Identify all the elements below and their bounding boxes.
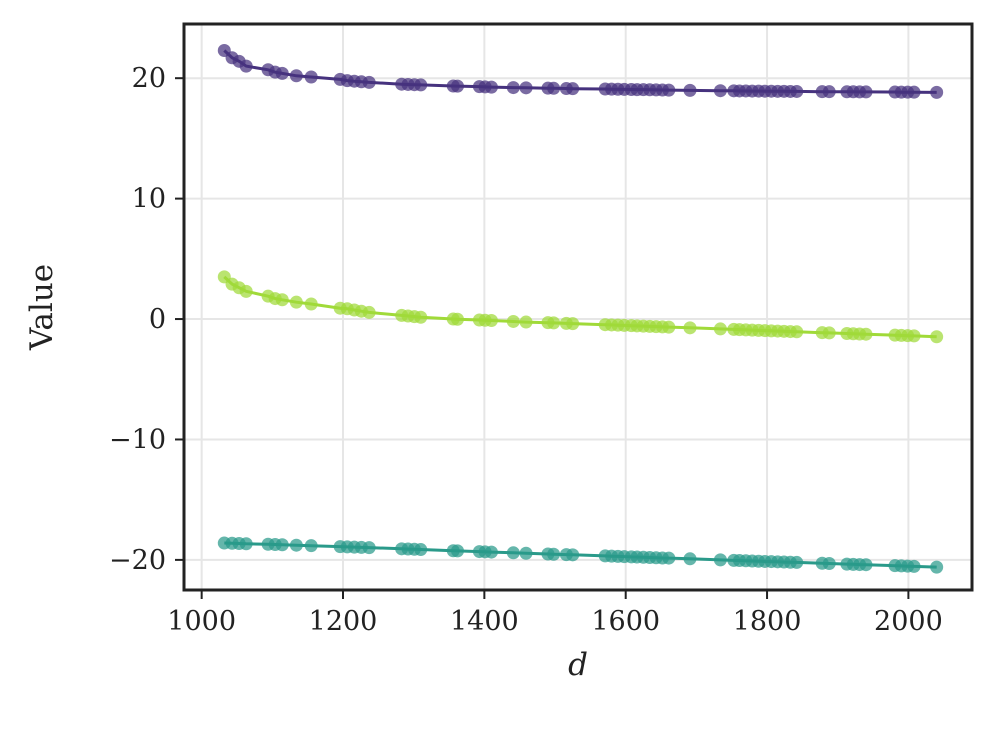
- series-3-point: [713, 553, 727, 567]
- x-tick-label: 1800: [733, 606, 802, 637]
- series-1-point: [566, 82, 580, 96]
- series-layer: [217, 43, 944, 574]
- grid: [184, 24, 972, 590]
- series-2-point: [907, 329, 921, 343]
- y-tick-label: −20: [109, 545, 166, 576]
- series-1-point: [414, 78, 428, 92]
- x-tick-label: 2000: [874, 606, 943, 637]
- x-tick-label: 1400: [450, 606, 519, 637]
- series-3-point: [484, 545, 498, 559]
- series-3-point: [362, 541, 376, 555]
- series-2-point: [451, 312, 465, 326]
- series-3-point: [414, 543, 428, 557]
- series-2-point: [822, 326, 836, 340]
- series-1: [217, 43, 944, 99]
- series-1-point: [289, 69, 303, 83]
- x-axis-label: d: [568, 647, 588, 683]
- series-2-point: [930, 330, 944, 344]
- series-2-point: [519, 315, 533, 329]
- y-axis-label: Value: [24, 264, 60, 351]
- series-3-point: [907, 559, 921, 573]
- series-1-point: [790, 84, 804, 98]
- axis-ticks: 1000 1200 1400 1600 1800 2000 −20 −10 0 10 20: [109, 63, 943, 637]
- x-tick-label: 1000: [167, 606, 236, 637]
- series-1-point: [907, 85, 921, 99]
- series-3-point: [304, 539, 318, 553]
- series-1-point: [713, 84, 727, 98]
- series-2-point: [566, 317, 580, 331]
- series-2-point: [362, 305, 376, 319]
- series-1-point: [275, 66, 289, 80]
- series-2-point: [304, 297, 318, 311]
- series-2-point: [662, 320, 676, 334]
- series-3-point: [790, 555, 804, 569]
- series-3-point: [506, 546, 520, 560]
- series-3-point: [239, 537, 253, 551]
- series-2-point: [275, 293, 289, 307]
- series-1-point: [451, 79, 465, 93]
- series-2-point: [239, 284, 253, 298]
- series-1-point: [506, 81, 520, 95]
- series-3-point: [822, 557, 836, 571]
- series-1-point: [519, 81, 533, 95]
- series-2-point: [506, 314, 520, 328]
- series-1-point: [304, 70, 318, 84]
- series-2-point: [547, 316, 561, 330]
- series-2-point: [414, 310, 428, 324]
- series-2-point: [713, 322, 727, 336]
- series-1-point: [239, 59, 253, 73]
- x-tick-label: 1200: [309, 606, 378, 637]
- series-3: [217, 536, 944, 574]
- y-tick-label: 10: [132, 184, 166, 215]
- x-tick-label: 1600: [591, 606, 660, 637]
- series-3-point: [289, 538, 303, 552]
- series-3-point: [451, 544, 465, 558]
- series-3-point: [275, 538, 289, 552]
- series-2-point: [484, 313, 498, 327]
- series-2: [217, 270, 944, 344]
- y-tick-label: 20: [132, 63, 166, 94]
- series-3-point: [566, 548, 580, 562]
- series-2-point: [859, 327, 873, 341]
- series-1-point: [822, 85, 836, 99]
- series-2-point: [790, 325, 804, 339]
- series-1-point: [859, 85, 873, 99]
- series-1-point: [662, 83, 676, 97]
- series-3-point: [519, 546, 533, 560]
- series-1-point: [362, 75, 376, 89]
- series-1-point: [683, 83, 697, 97]
- series-3-point: [859, 558, 873, 572]
- series-1-point: [930, 85, 944, 99]
- series-3-point: [547, 547, 561, 561]
- series-1-point: [484, 80, 498, 94]
- y-tick-label: −10: [109, 424, 166, 455]
- series-3-point: [683, 552, 697, 566]
- y-tick-label: 0: [149, 304, 166, 335]
- plot-frame: [182, 22, 974, 592]
- series-3-point: [930, 560, 944, 574]
- series-2-point: [683, 321, 697, 335]
- series-2-point: [289, 295, 303, 309]
- series-1-point: [547, 81, 561, 95]
- series-3-point: [662, 551, 676, 565]
